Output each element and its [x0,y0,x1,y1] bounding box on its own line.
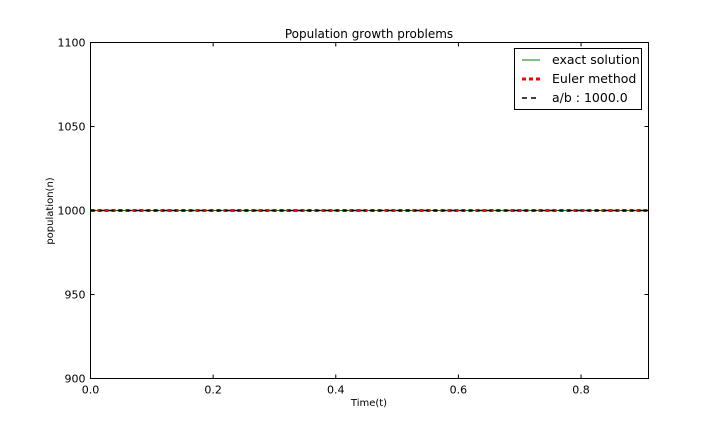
legend-label-2: a/b : 1000.0 [552,90,628,105]
chart-title: Population growth problems [285,27,453,41]
legend-box [514,48,642,110]
x-tick-label: 0.4 [327,384,345,397]
y-tick-label: 1100 [58,37,86,50]
legend-label-1: Euler method [552,71,636,86]
x-tick-label: 0.0 [82,384,100,397]
y-axis-label: population(n) [45,177,56,244]
y-tick-label: 900 [65,373,86,386]
x-axis-label: Time(t) [350,398,387,409]
y-tick-label: 1050 [58,121,86,134]
y-axis: 900 950 1000 1050 1100 [58,37,649,386]
legend: exact solution Euler method a/b : 1000.0 [514,48,642,110]
y-tick-label: 1000 [58,205,86,218]
x-tick-label: 0.2 [204,384,222,397]
y-tick-label: 950 [65,289,86,302]
legend-items: exact solution Euler method a/b : 1000.0 [522,52,640,105]
x-tick-label: 0.6 [450,384,468,397]
x-tick-label: 0.8 [572,384,590,397]
x-axis: 0.0 0.2 0.4 0.6 0.8 [82,42,590,397]
legend-label-0: exact solution [552,52,640,67]
